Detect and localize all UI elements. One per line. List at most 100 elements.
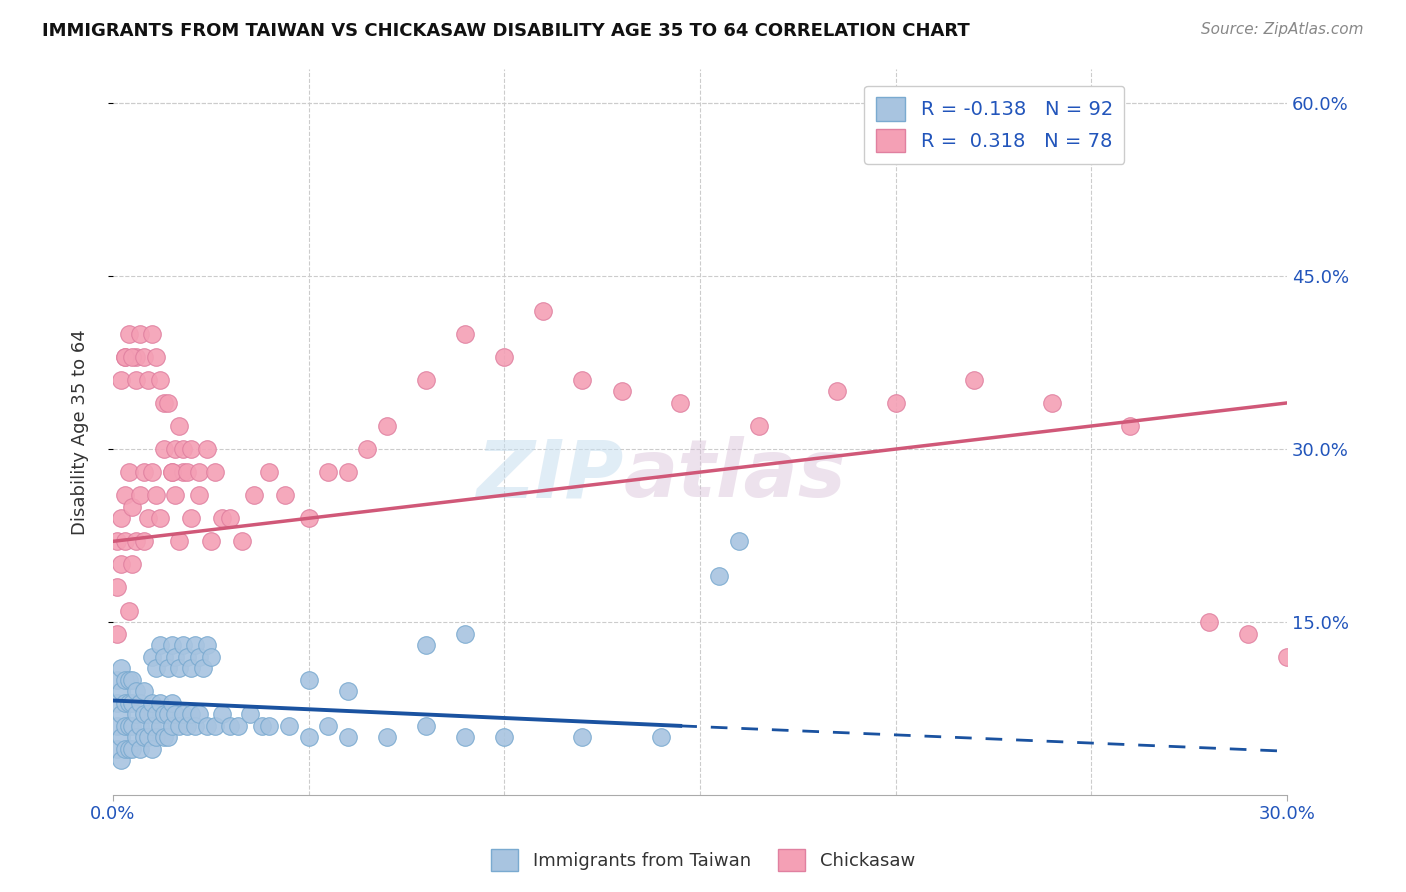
Text: atlas: atlas: [623, 436, 846, 515]
Point: [105, 626, 128, 640]
Point: [125, 373, 148, 387]
Point: [134, 684, 156, 698]
Point: [105, 534, 128, 549]
Point: [156, 731, 179, 745]
Point: [204, 465, 226, 479]
Point: [1040, 396, 1063, 410]
Point: [884, 396, 907, 410]
Point: [141, 326, 163, 341]
Point: [494, 350, 516, 364]
Point: [211, 511, 233, 525]
Point: [117, 719, 139, 733]
Point: [110, 731, 132, 745]
Point: [156, 707, 179, 722]
Point: [531, 303, 554, 318]
Point: [149, 511, 172, 525]
Point: [278, 719, 301, 733]
Point: [156, 396, 179, 410]
Point: [117, 673, 139, 687]
Point: [415, 719, 437, 733]
Point: [117, 603, 139, 617]
Point: [494, 731, 516, 745]
Point: [1119, 419, 1142, 434]
Point: [1236, 626, 1258, 640]
Point: [169, 661, 191, 675]
Point: [415, 373, 437, 387]
Point: [160, 638, 183, 652]
Point: [114, 350, 136, 364]
Point: [200, 534, 222, 549]
Point: [176, 649, 198, 664]
Point: [375, 731, 398, 745]
Point: [297, 673, 319, 687]
Point: [110, 684, 132, 698]
Point: [219, 511, 242, 525]
Point: [728, 534, 751, 549]
Point: [825, 384, 848, 399]
Point: [152, 442, 174, 456]
Point: [149, 696, 172, 710]
Point: [145, 488, 167, 502]
Point: [121, 742, 143, 756]
Point: [187, 707, 209, 722]
Point: [356, 442, 378, 456]
Point: [165, 649, 187, 664]
Point: [709, 569, 731, 583]
Point: [105, 673, 128, 687]
Point: [239, 707, 262, 722]
Point: [136, 373, 159, 387]
Point: [180, 511, 202, 525]
Point: [141, 742, 163, 756]
Point: [121, 350, 143, 364]
Point: [121, 673, 143, 687]
Point: [165, 707, 187, 722]
Point: [250, 719, 273, 733]
Text: Source: ZipAtlas.com: Source: ZipAtlas.com: [1201, 22, 1364, 37]
Point: [200, 649, 222, 664]
Point: [172, 707, 194, 722]
Point: [117, 326, 139, 341]
Point: [125, 350, 148, 364]
Point: [136, 707, 159, 722]
Point: [110, 754, 132, 768]
Point: [219, 719, 242, 733]
Point: [180, 707, 202, 722]
Point: [129, 326, 152, 341]
Point: [191, 661, 214, 675]
Point: [141, 465, 163, 479]
Point: [336, 731, 359, 745]
Point: [172, 442, 194, 456]
Point: [211, 707, 233, 722]
Point: [141, 649, 163, 664]
Point: [152, 649, 174, 664]
Point: [180, 442, 202, 456]
Point: [105, 581, 128, 595]
Point: [165, 488, 187, 502]
Point: [610, 384, 633, 399]
Point: [141, 696, 163, 710]
Point: [105, 742, 128, 756]
Point: [117, 742, 139, 756]
Point: [114, 719, 136, 733]
Y-axis label: Disability Age 35 to 64: Disability Age 35 to 64: [72, 329, 89, 534]
Point: [176, 465, 198, 479]
Point: [125, 707, 148, 722]
Point: [145, 731, 167, 745]
Point: [134, 465, 156, 479]
Point: [454, 626, 477, 640]
Point: [169, 534, 191, 549]
Point: [184, 719, 207, 733]
Point: [571, 373, 593, 387]
Point: [336, 684, 359, 698]
Point: [141, 719, 163, 733]
Point: [1198, 615, 1220, 629]
Point: [187, 649, 209, 664]
Point: [180, 661, 202, 675]
Point: [114, 488, 136, 502]
Point: [316, 465, 339, 479]
Point: [669, 396, 692, 410]
Point: [129, 696, 152, 710]
Point: [129, 742, 152, 756]
Point: [125, 534, 148, 549]
Point: [134, 707, 156, 722]
